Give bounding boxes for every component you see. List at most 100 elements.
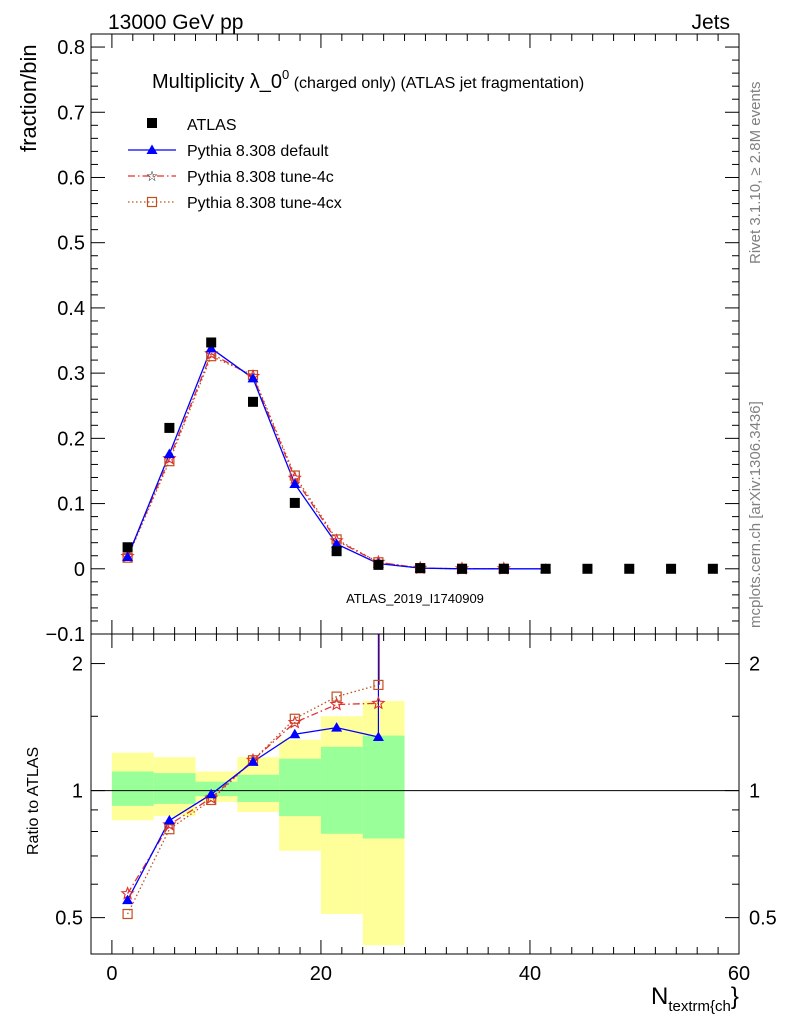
ratio-y-tick-label-left: 1 xyxy=(72,781,83,803)
ratio-marker-tune4cx xyxy=(289,713,300,724)
ratio-marker-tune4cx xyxy=(164,824,175,835)
marker-atlas xyxy=(498,563,509,574)
x-axis-label-main: N xyxy=(651,983,668,1010)
ratio-axes: 0.5 0.51 12 20 20 40 60 xyxy=(55,634,777,985)
y-tick-label: 0.7 xyxy=(57,102,85,124)
legend: ATLAS Pythia 8.308 default ☆ Pythia 8.30… xyxy=(128,117,342,212)
legend-marker-open-square xyxy=(146,196,158,208)
ratio-marker-default xyxy=(372,731,384,741)
legend-label-atlas: ATLAS xyxy=(187,117,237,134)
legend-item-default: Pythia 8.308 default xyxy=(128,143,329,160)
uncertainty-band-inner xyxy=(195,781,238,797)
ratio-marker-tune4c xyxy=(371,695,386,710)
legend-label-default: Pythia 8.308 default xyxy=(187,143,329,160)
ratio-marker-tune4c xyxy=(204,790,219,805)
marker-atlas xyxy=(206,337,217,348)
ratio-y-tick-label-right: 2 xyxy=(749,654,760,676)
marker-default xyxy=(205,342,217,353)
series-line-tune4cx xyxy=(127,355,504,570)
marker-atlas xyxy=(122,542,133,553)
energy-label: 13000 GeV pp xyxy=(108,11,243,34)
x-tick-label: 60 xyxy=(728,963,750,985)
legend-label-tune4cx: Pythia 8.308 tune-4cx xyxy=(187,195,342,212)
marker-default xyxy=(163,448,175,458)
marker-atlas xyxy=(624,563,635,574)
ratio-line-tune4cx xyxy=(127,684,379,915)
chart-title: Multiplicity λ_00 (charged only) (ATLAS … xyxy=(152,67,584,93)
y-tick-label: 0.6 xyxy=(57,167,85,189)
marker-atlas xyxy=(373,559,384,570)
y-tick-label: 0.4 xyxy=(57,298,85,320)
y-tick-label: 0.3 xyxy=(57,363,85,385)
y-tick-label: 0.2 xyxy=(57,428,85,450)
ratio-marker-default xyxy=(331,722,343,732)
marker-atlas xyxy=(707,563,718,574)
ratio-panel: 0.5 0.51 12 20 20 40 60 xyxy=(55,633,777,985)
ratio-y-tick-label-left: 0.5 xyxy=(55,908,83,930)
ratio-marker-tune4cx xyxy=(331,691,342,702)
uncertainty-band-inner xyxy=(111,771,154,806)
uncertainty-band-inner xyxy=(362,735,405,839)
main-panel: −0.1 0 0.1 0.2 0.3 0.4 0.5 0.6 0.7 0.8 Multiplici… xyxy=(46,33,740,646)
marker-atlas xyxy=(289,497,300,508)
mcplots-label: mcplots.cern.ch [arXiv:1306.3436] xyxy=(747,401,764,628)
y-tick-label: 0.8 xyxy=(57,37,85,59)
marker-atlas xyxy=(164,422,175,433)
ratio-marker-default xyxy=(247,756,259,766)
ratio-marker-default xyxy=(163,814,175,825)
legend-marker-star: ☆ xyxy=(146,168,159,184)
marker-default xyxy=(247,372,259,383)
legend-item-tune4cx: Pythia 8.308 tune-4cx xyxy=(128,195,342,212)
ratio-y-tick-label-left: 2 xyxy=(72,654,83,676)
legend-marker-square xyxy=(147,118,157,128)
marker-atlas xyxy=(540,563,551,574)
uncertainty-band-inner xyxy=(237,774,280,802)
legend-item-atlas: ATLAS xyxy=(147,117,237,134)
ratio-marker-tune4c xyxy=(287,714,302,729)
ratio-marker-tune4cx xyxy=(373,679,384,691)
rivet-label: Rivet 3.1.10, ≥ 2.8M events xyxy=(747,82,764,265)
ratio-y-tick-label-right: 0.5 xyxy=(749,908,777,930)
marker-atlas xyxy=(248,396,258,407)
marker-default xyxy=(289,478,301,488)
marker-default xyxy=(122,551,134,562)
ratio-marker-default xyxy=(122,894,134,905)
marker-atlas xyxy=(457,563,468,574)
marker-atlas xyxy=(582,563,593,574)
series-line-tune4c xyxy=(127,352,504,570)
marker-default xyxy=(331,538,343,548)
ratio-marker-tune4c xyxy=(329,697,344,711)
ratio-marker-default xyxy=(289,728,301,739)
y-axis-label-ratio: Ratio to ATLAS xyxy=(25,747,42,855)
y-axis-label-main: fraction/bin xyxy=(16,44,41,152)
ratio-marker-tune4cx xyxy=(122,908,133,920)
marker-atlas xyxy=(666,563,677,574)
y-tick-label: −0.1 xyxy=(46,624,85,646)
title-superscript: 0 xyxy=(282,67,289,82)
marker-atlas xyxy=(415,563,426,574)
legend-label-tune4c: Pythia 8.308 tune-4c xyxy=(187,169,334,186)
title-main: Multiplicity λ_0 xyxy=(152,71,282,93)
x-axis-label-tail: } xyxy=(731,983,739,1010)
y-tick-label: 0.1 xyxy=(57,494,85,516)
ratio-frame xyxy=(90,633,740,955)
ratio-marker-default xyxy=(205,788,217,799)
main-plot-area xyxy=(120,337,718,575)
legend-marker-triangle xyxy=(146,144,158,154)
x-tick-label: 0 xyxy=(106,963,117,985)
x-axis-label-subscript: textrm{ch xyxy=(668,998,731,1015)
marker-atlas xyxy=(331,546,342,557)
analysis-watermark: ATLAS_2019_I1740909 xyxy=(346,591,484,606)
x-axis-label: Ntextrm{ch} xyxy=(651,983,739,1015)
ratio-y-tick-label-right: 1 xyxy=(749,781,760,803)
title-rest: (charged only) (ATLAS jet fragmentation) xyxy=(289,75,584,92)
x-tick-label: 20 xyxy=(310,963,332,985)
y-tick-label: 0.5 xyxy=(57,233,85,255)
uncertainty-band-inner xyxy=(153,773,196,804)
main-axes: −0.1 0 0.1 0.2 0.3 0.4 0.5 0.6 0.7 0.8 xyxy=(46,33,740,646)
ratio-plot-area xyxy=(91,634,739,946)
legend-item-tune4c: ☆ Pythia 8.308 tune-4c xyxy=(128,168,334,186)
process-label: Jets xyxy=(691,11,730,34)
uncertainty-band-inner xyxy=(279,758,321,817)
